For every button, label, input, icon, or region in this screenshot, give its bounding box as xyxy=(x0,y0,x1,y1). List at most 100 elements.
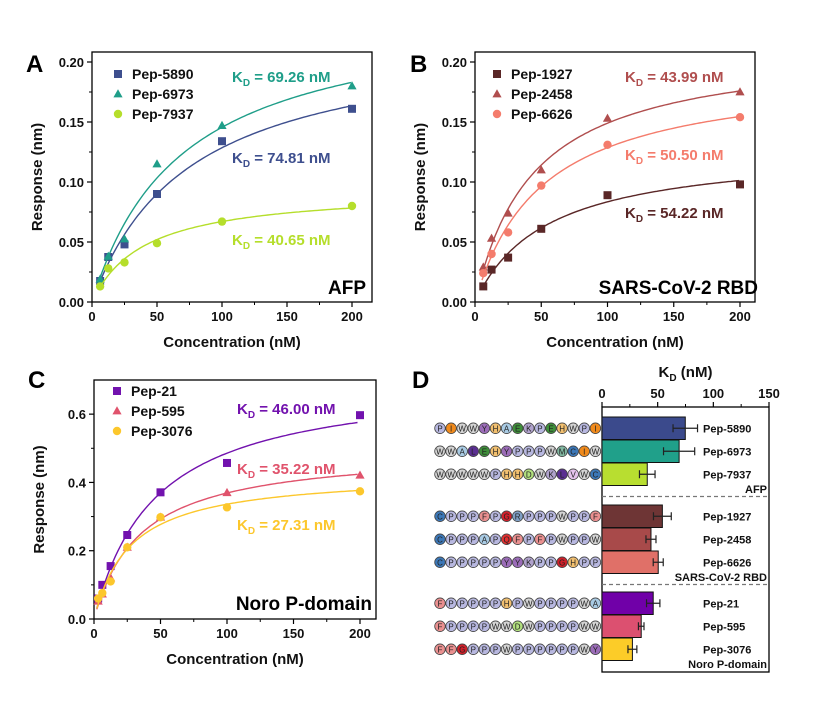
kd-subscript: D xyxy=(636,156,643,167)
kd-subscript: D xyxy=(248,410,255,421)
x-tick-label: 150 xyxy=(758,386,780,401)
residue-P xyxy=(445,597,457,609)
residue-letter: H xyxy=(493,447,499,456)
legend-label: Pep-5890 xyxy=(132,66,194,82)
residue-P xyxy=(489,533,502,545)
residue-F xyxy=(434,643,446,655)
data-point-Pep-1927 xyxy=(504,253,513,262)
data-point-Pep-21 xyxy=(98,580,107,589)
residue-W xyxy=(556,510,568,522)
residue-letter: W xyxy=(436,470,444,479)
residue-A xyxy=(589,597,602,609)
kd-value: = 35.22 nM xyxy=(255,461,335,478)
x-tick-label: 200 xyxy=(341,309,363,324)
residue-letter: W xyxy=(581,645,589,654)
data-point-Pep-6626 xyxy=(479,269,488,278)
residue-F xyxy=(434,620,446,632)
group-label: Noro P-domain xyxy=(688,659,767,671)
data-point-Pep-7937 xyxy=(347,201,357,211)
residue-I xyxy=(589,422,602,434)
residue-letter: W xyxy=(481,470,489,479)
residue-C xyxy=(434,510,446,522)
residue-letter: W xyxy=(447,447,455,456)
residue-letter: P xyxy=(493,645,498,654)
residue-W xyxy=(500,643,513,655)
residue-letter: P xyxy=(493,512,498,521)
data-point-Pep-3076 xyxy=(355,487,365,496)
x-tick-label: 100 xyxy=(702,386,724,401)
residue-letter: P xyxy=(537,447,542,456)
residue-letter: P xyxy=(571,645,576,654)
residue-K xyxy=(523,422,535,434)
residue-Y xyxy=(512,556,524,568)
residue-P xyxy=(567,597,579,609)
data-point-Pep-6626 xyxy=(487,249,496,259)
data-point-Pep-3076 xyxy=(123,543,132,552)
residue-letter: P xyxy=(526,535,531,544)
residue-V xyxy=(567,468,579,480)
residue-letter: H xyxy=(504,599,510,608)
y-tick-label: 0.0 xyxy=(68,612,86,627)
residue-L xyxy=(556,468,568,480)
residue-P xyxy=(567,643,579,655)
x-axis-title: KD (nM) xyxy=(659,364,713,384)
data-point-Pep-1927 xyxy=(479,282,488,291)
residue-P xyxy=(434,422,446,434)
legend-marker-Pep-7937 xyxy=(113,109,123,119)
residue-letter: H xyxy=(515,470,521,479)
residue-letter: Y xyxy=(593,645,599,654)
y-tick-label: 0.20 xyxy=(442,55,467,70)
y-tick-label: 0.05 xyxy=(442,235,467,250)
residue-letter: G xyxy=(503,512,509,521)
group-label: AFP xyxy=(745,484,767,496)
residue-P xyxy=(456,533,468,545)
residue-L xyxy=(467,445,480,457)
fit-curve-Pep-6973 xyxy=(98,81,352,282)
residue-W xyxy=(556,533,568,545)
residue-letter: P xyxy=(571,535,576,544)
residue-letter: P xyxy=(448,622,453,631)
kd-label: KD = 35.22 nM xyxy=(237,461,336,481)
residue-letter: W xyxy=(492,622,500,631)
residue-letter: F xyxy=(593,512,598,521)
y-tick-label: 0.2 xyxy=(68,544,86,559)
residue-H xyxy=(489,422,502,434)
residue-P xyxy=(445,533,457,545)
data-point-Pep-6626 xyxy=(735,113,745,122)
residue-letter: P xyxy=(471,535,476,544)
residue-P xyxy=(467,643,480,655)
residue-letter: Q xyxy=(503,535,509,544)
residue-letter: W xyxy=(458,470,466,479)
residue-W xyxy=(456,468,468,480)
residue-letter: Y xyxy=(482,424,488,433)
residue-G xyxy=(500,510,513,522)
residue-letter: P xyxy=(571,512,576,521)
kd-subscript: D xyxy=(248,526,255,537)
kd-subscript: D xyxy=(243,241,250,252)
residue-P xyxy=(534,643,546,655)
residue-P xyxy=(467,510,480,522)
residue-P xyxy=(445,510,457,522)
residue-letter: H xyxy=(559,424,565,433)
residue-letter: P xyxy=(582,535,587,544)
residue-letter: P xyxy=(460,535,465,544)
kd-label: KD = 43.99 nM xyxy=(625,69,724,89)
residue-G xyxy=(456,643,468,655)
residue-letter: P xyxy=(460,622,465,631)
plot-frame xyxy=(93,379,377,620)
residue-H xyxy=(500,597,513,609)
residue-C xyxy=(434,533,446,545)
residue-P xyxy=(489,556,502,568)
data-point-Pep-6973 xyxy=(217,120,227,129)
residue-letter: P xyxy=(537,599,542,608)
residue-letter: W xyxy=(569,424,577,433)
data-point-Pep-21 xyxy=(356,411,364,420)
residue-F xyxy=(445,643,457,655)
residue-letter: F xyxy=(537,535,542,544)
residue-letter: P xyxy=(471,512,476,521)
residue-P xyxy=(478,597,491,609)
residue-letter: F xyxy=(482,512,487,521)
kd-symbol: K xyxy=(625,205,636,222)
